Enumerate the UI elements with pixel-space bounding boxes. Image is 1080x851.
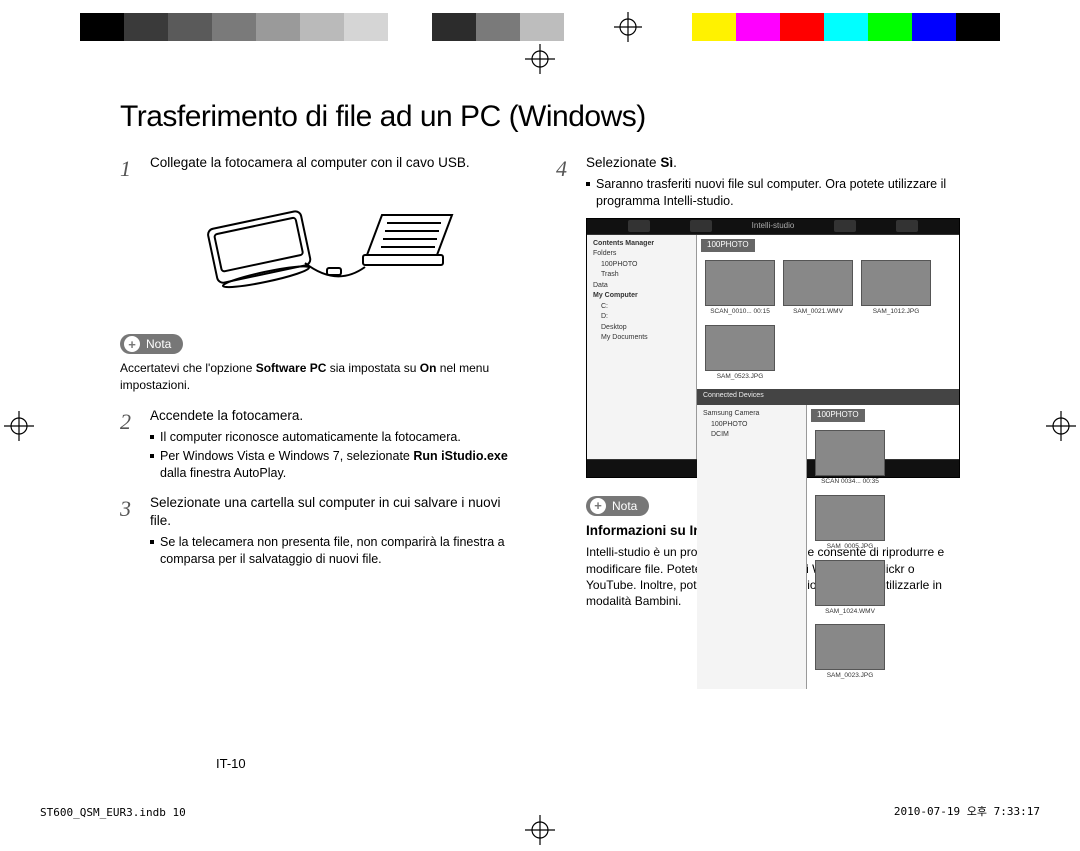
- bullet: Il computer riconosce automaticamente la…: [150, 429, 524, 446]
- step-2: 2 Accendete la fotocamera. Il computer r…: [120, 407, 524, 484]
- app-title: Intelli-studio: [752, 221, 795, 232]
- bullet-icon: [586, 182, 590, 186]
- step-3: 3 Selezionate una cartella sul computer …: [120, 494, 524, 570]
- toolbar-icon: [690, 220, 712, 232]
- step-number: 3: [120, 494, 138, 570]
- thumbnail-main: 100PHOTO SCAN_0010... 00:15SAM_0021.WMVS…: [697, 235, 959, 459]
- printer-color-bar: [0, 12, 1080, 42]
- folder-label: 100PHOTO: [811, 409, 865, 422]
- thumbnail-caption: SAM_0021.WMV: [783, 308, 853, 317]
- bullet-icon: [150, 435, 154, 439]
- thumbnail-image: [815, 495, 885, 541]
- page-title: Trasferimento di file ad un PC (Windows): [120, 100, 960, 134]
- step-1: 1 Collegate la fotocamera al computer co…: [120, 154, 524, 314]
- thumbnail-image: [815, 624, 885, 670]
- thumbnail-caption: SAM_1024.WMV: [815, 608, 885, 617]
- folder-tree: Contents Manager Folders 100PHOTO Trash …: [587, 235, 697, 459]
- thumbnail-caption: SAM_0023.JPG: [815, 672, 885, 681]
- bullet: Saranno trasferiti nuovi file sul comput…: [586, 176, 960, 210]
- toolbar-icon: [628, 220, 650, 232]
- plus-icon: +: [590, 498, 606, 514]
- thumbnail-image: [815, 560, 885, 606]
- thumbnail-caption: SAM_1012.JPG: [861, 308, 931, 317]
- colorbar-left: [80, 13, 608, 41]
- registration-mark-bottom: [525, 815, 555, 845]
- page-number: IT-10: [216, 756, 246, 771]
- bullet-icon: [150, 540, 154, 544]
- left-column: 1 Collegate la fotocamera al computer co…: [120, 154, 524, 619]
- note-text: Accertatevi che l'opzione Software PC si…: [120, 360, 524, 392]
- thumbnail-caption: SAM_0523.JPG: [705, 373, 775, 382]
- thumbnail-caption: SCAN_0010... 00:15: [705, 308, 775, 317]
- step-number: 2: [120, 407, 138, 484]
- note-label: Nota: [146, 336, 171, 352]
- footer-filename: ST600_QSM_EUR3.indb 10: [40, 806, 186, 819]
- registration-mark-top-center: [608, 12, 648, 42]
- thumbnail: SAM_1012.JPG: [861, 260, 931, 317]
- thumbnail: SAM_0021.WMV: [783, 260, 853, 317]
- thumbnail-image: [861, 260, 931, 306]
- thumbnail: SAM_0523.JPG: [705, 325, 775, 382]
- note-label: Nota: [612, 498, 637, 514]
- right-column: 4 Selezionate Sì. Saranno trasferiti nuo…: [556, 154, 960, 619]
- plus-icon: +: [124, 336, 140, 352]
- thumbnail-row: SCAN_0010... 00:15 SAM_0021.WMV SAM_1012.J…: [697, 256, 959, 390]
- thumbnail-image: [705, 260, 775, 306]
- footer-timestamp: 2010-07-19 오후 7:33:17: [894, 803, 1040, 819]
- colorbar-right: [648, 13, 1000, 41]
- camera-usb-illustration: [150, 180, 524, 310]
- thumbnail: SCAN 0034... 00:35: [815, 430, 885, 487]
- thumbnail-caption: SCAN 0034... 00:35: [815, 478, 885, 487]
- thumbnail: SAM_0023.JPG: [815, 624, 885, 681]
- step-text: Collegate la fotocamera al computer con …: [150, 154, 524, 172]
- step-text: Selezionate una cartella sul computer in…: [150, 494, 524, 530]
- thumbnail-row: SCAN 0034... 00:35 SAM_0005.JPG SAM_1024.W…: [807, 426, 959, 689]
- toolbar-icon: [834, 220, 856, 232]
- thumbnail: SCAN_0010... 00:15: [705, 260, 775, 317]
- folder-label: 100PHOTO: [701, 239, 755, 252]
- registration-mark-top: [525, 44, 555, 74]
- registration-mark-left: [4, 411, 34, 441]
- step-number: 4: [556, 154, 574, 609]
- note-badge: + Nota: [586, 496, 649, 516]
- divider-connected: Connected Devices: [697, 389, 959, 405]
- step-text: Accendete la fotocamera.: [150, 407, 524, 425]
- toolbar-icon: [896, 220, 918, 232]
- step-text: Selezionate Sì.: [586, 154, 960, 172]
- thumbnail-caption: SAM_0005.JPG: [815, 543, 885, 552]
- bullet: Per Windows Vista e Windows 7, seleziona…: [150, 448, 524, 482]
- step-number: 1: [120, 154, 138, 314]
- app-toolbar: Intelli-studio: [587, 219, 959, 235]
- thumbnail: SAM_1024.WMV: [815, 560, 885, 617]
- bullet: Se la telecamera non presenta file, non …: [150, 534, 524, 568]
- manual-page: Trasferimento di file ad un PC (Windows)…: [120, 100, 960, 791]
- thumbnail: SAM_0005.JPG: [815, 495, 885, 552]
- registration-mark-right: [1046, 411, 1076, 441]
- note-badge: + Nota: [120, 334, 183, 354]
- thumbnail-image: [815, 430, 885, 476]
- thumbnail-image: [783, 260, 853, 306]
- step-4: 4 Selezionate Sì. Saranno trasferiti nuo…: [556, 154, 960, 609]
- thumbnail-image: [705, 325, 775, 371]
- intelli-studio-screenshot: Intelli-studio Contents Manager Folders …: [586, 218, 960, 478]
- bullet-icon: [150, 454, 154, 458]
